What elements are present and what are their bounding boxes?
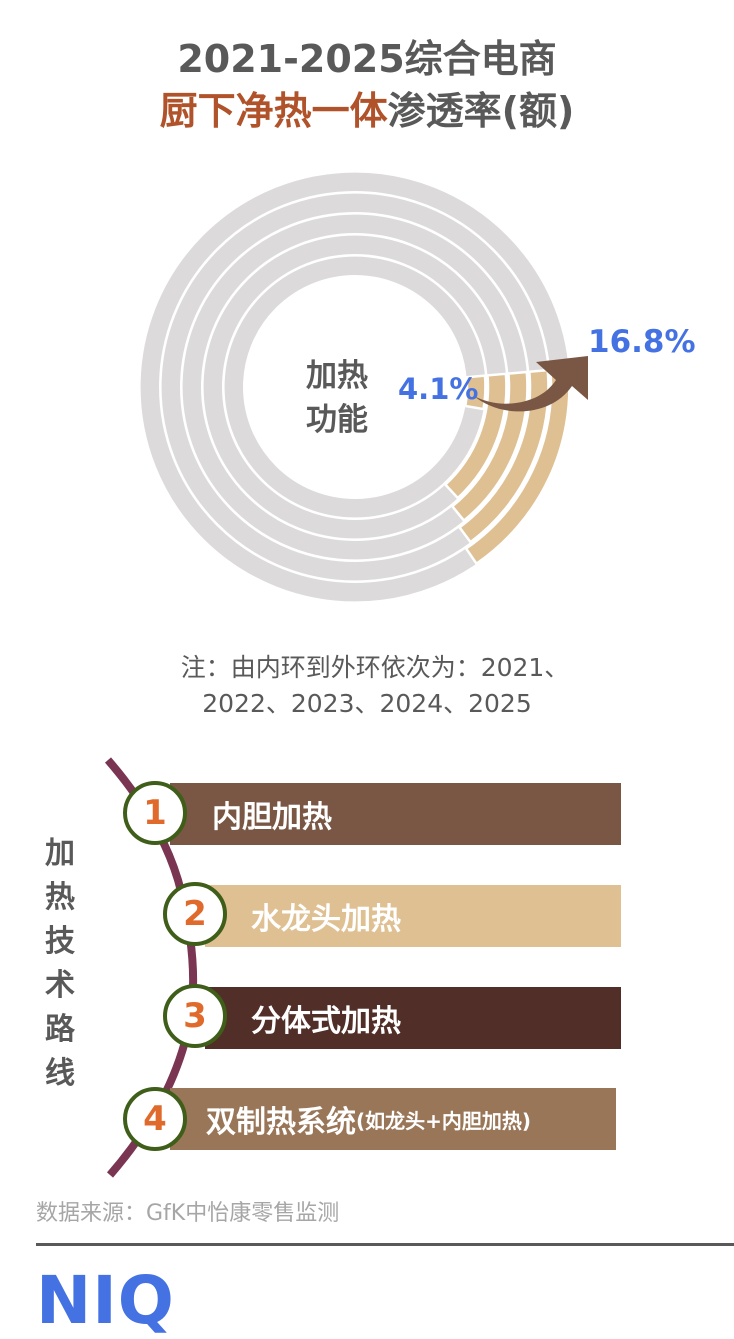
chart-title-line1: 2021-2025综合电商 <box>177 37 557 81</box>
growth-arrow-icon <box>474 356 588 412</box>
badge-number: 1 <box>143 793 167 833</box>
chart-title-line2: 厨下净热一体渗透率(额) <box>0 80 734 135</box>
route-sublabel-4: (如龙头+内胆加热) <box>356 1108 532 1133</box>
vlabel-char: 线 <box>45 1056 75 1091</box>
route-vertical-label: 加 热 技 术 路 线 <box>40 832 80 1096</box>
niq-logo: NIQ <box>36 1262 175 1339</box>
route-label-3: 分体式加热 <box>251 1004 401 1039</box>
route-number-badge-4: 4 <box>123 1087 187 1151</box>
ring-segment-2021 <box>463 374 487 411</box>
end-value-label: 16.8% <box>588 324 696 360</box>
divider <box>36 1243 734 1246</box>
route-bar-2: 水龙头加热 <box>205 885 621 947</box>
start-value-label: 4.1% <box>398 372 479 406</box>
concentric-ring-chart <box>140 172 588 602</box>
vlabel-char: 术 <box>45 968 75 1003</box>
note-line1: 注：由内环到外环依次为：2021、 <box>180 653 570 682</box>
route-bar-3: 分体式加热 <box>205 987 621 1049</box>
vlabel-char: 技 <box>45 924 75 959</box>
center-label-line2: 功能 <box>306 402 368 438</box>
note-line2: 2022、2023、2024、2025 <box>202 689 532 718</box>
vlabel-char: 路 <box>45 1012 75 1047</box>
route-label-1: 内胆加热 <box>212 800 332 835</box>
chart-title-rest: 渗透率(额) <box>387 89 575 133</box>
chart-title-accent: 厨下净热一体 <box>159 89 388 133</box>
route-bar-4: 双制热系统 (如龙头+内胆加热) <box>170 1088 616 1150</box>
route-number-badge-1: 1 <box>123 781 187 845</box>
center-label-line1: 加热 <box>306 358 368 394</box>
center-label: 加热 功能 <box>306 354 396 442</box>
route-label-2: 水龙头加热 <box>251 902 401 937</box>
route-bar-1: 内胆加热 <box>170 783 621 845</box>
badge-number: 3 <box>183 996 207 1036</box>
route-number-badge-2: 2 <box>163 882 227 946</box>
vlabel-char: 加 <box>45 836 75 871</box>
vlabel-char: 热 <box>45 880 75 915</box>
route-number-badge-3: 3 <box>163 984 227 1048</box>
route-label-4: 双制热系统 <box>206 1105 356 1140</box>
data-source: 数据来源：GfK中怡康零售监测 <box>36 1201 340 1226</box>
badge-number: 4 <box>143 1099 167 1139</box>
ring-segment-2024 <box>457 368 550 544</box>
badge-number: 2 <box>183 894 207 934</box>
